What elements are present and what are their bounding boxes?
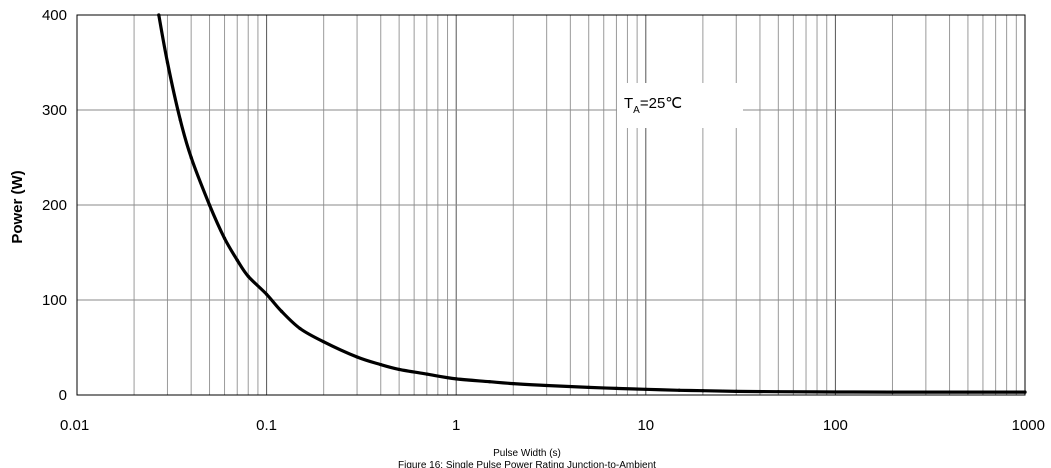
x-tick-labels: 0.01 0.1 1 10 100 1000 bbox=[60, 417, 1045, 434]
x-tick-label: 10 bbox=[637, 417, 654, 434]
data-point bbox=[425, 372, 429, 376]
annotation-main: T bbox=[624, 95, 633, 112]
data-point bbox=[644, 387, 648, 391]
data-point bbox=[614, 386, 619, 390]
y-axis-title: Power (W) bbox=[9, 170, 26, 243]
series-layer bbox=[157, 13, 1027, 394]
x-tick-label: 0.01 bbox=[60, 417, 89, 434]
data-point bbox=[355, 355, 359, 359]
data-point bbox=[235, 258, 239, 262]
annotation-background bbox=[617, 83, 743, 128]
data-point bbox=[890, 390, 895, 394]
data-point bbox=[207, 203, 212, 207]
data-point bbox=[677, 388, 681, 392]
data-point bbox=[734, 389, 738, 393]
y-tick-label: 400 bbox=[42, 7, 67, 24]
data-point bbox=[454, 377, 458, 381]
annotation-rest: =25℃ bbox=[640, 95, 682, 112]
data-point bbox=[280, 309, 284, 313]
x-axis-title: Pulse Width (s) bbox=[493, 448, 561, 459]
data-point bbox=[397, 367, 401, 371]
data-point bbox=[545, 383, 549, 388]
plot-frame bbox=[76, 14, 1026, 396]
x-tick-label: 1000 bbox=[1012, 417, 1045, 434]
data-point bbox=[511, 382, 515, 386]
data-point bbox=[966, 390, 970, 394]
data-point bbox=[165, 60, 170, 65]
temperature-annotation: TA=25℃ bbox=[617, 83, 743, 128]
data-point bbox=[379, 363, 383, 367]
data-point bbox=[701, 389, 705, 393]
data-point bbox=[487, 380, 492, 384]
figure-caption: Figure 16: Single Pulse Power Rating Jun… bbox=[398, 460, 656, 468]
data-point bbox=[222, 236, 227, 240]
data-point bbox=[189, 155, 193, 160]
data-point bbox=[322, 340, 326, 344]
y-tick-label: 200 bbox=[42, 197, 67, 214]
y-tick-labels: 0 100 200 300 400 bbox=[42, 7, 67, 404]
annotation-subscript: A bbox=[633, 105, 640, 116]
data-point bbox=[587, 385, 591, 389]
y-tick-label: 0 bbox=[59, 387, 67, 404]
data-point bbox=[833, 390, 838, 394]
data-point bbox=[178, 117, 182, 122]
y-tick-label: 300 bbox=[42, 102, 67, 119]
data-point bbox=[298, 326, 302, 331]
x-tick-label: 0.1 bbox=[256, 417, 277, 434]
x-tick-label: 100 bbox=[823, 417, 848, 434]
x-tick-label: 1 bbox=[452, 417, 460, 434]
annotation-text: TA=25℃ bbox=[624, 95, 682, 116]
data-point bbox=[265, 292, 269, 296]
data-point bbox=[776, 390, 780, 394]
y-tick-label: 100 bbox=[42, 292, 67, 309]
data-point bbox=[246, 274, 250, 278]
